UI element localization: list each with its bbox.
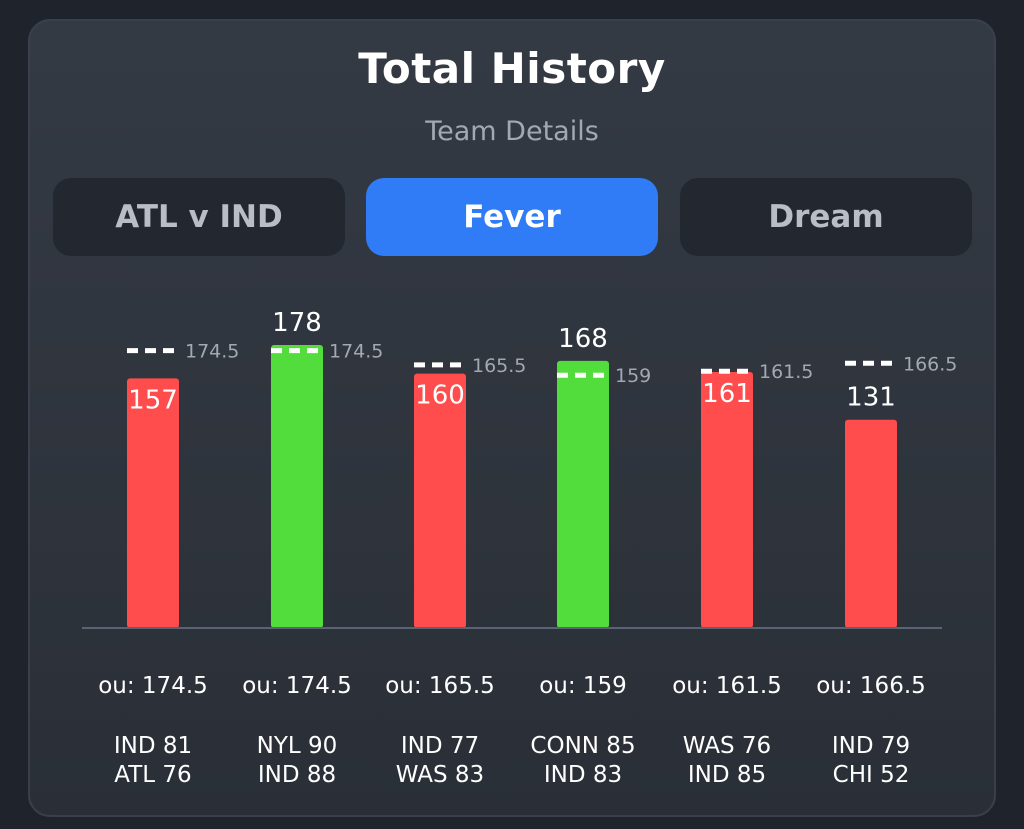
score-line-1: IND 77 xyxy=(401,733,479,759)
page-title: Total History xyxy=(358,44,666,93)
chart-bar xyxy=(557,360,609,628)
ou-line-label: 174.5 xyxy=(329,341,383,363)
score-line-2: CHI 52 xyxy=(833,762,910,788)
page-subtitle: Team Details xyxy=(425,116,599,147)
score-line-1: NYL 90 xyxy=(257,733,338,759)
ou-value-label: ou: 161.5 xyxy=(672,673,782,699)
ou-line-label: 161.5 xyxy=(759,361,813,383)
chart-bar xyxy=(845,419,897,628)
score-line-1: CONN 85 xyxy=(530,733,635,759)
ou-line-label: 165.5 xyxy=(472,355,526,377)
ou-line-label: 174.5 xyxy=(185,341,239,363)
total-history-card xyxy=(28,19,996,817)
ou-line-label: 159 xyxy=(615,365,651,387)
ou-value-label: ou: 166.5 xyxy=(816,673,926,699)
score-line-2: IND 88 xyxy=(258,762,336,788)
score-line-1: IND 81 xyxy=(114,733,192,759)
bar-value-label: 160 xyxy=(415,381,465,411)
ou-line-label: 166.5 xyxy=(903,353,957,375)
ou-value-label: ou: 174.5 xyxy=(242,673,352,699)
tab-atl-v-ind[interactable]: ATL v IND xyxy=(53,178,345,256)
score-line-1: IND 79 xyxy=(832,733,910,759)
bar-value-label: 131 xyxy=(846,383,896,413)
score-line-2: IND 85 xyxy=(688,762,766,788)
tab-fever[interactable]: Fever xyxy=(366,178,658,256)
bar-value-label: 161 xyxy=(702,379,752,409)
chart-bar xyxy=(271,345,323,628)
ou-value-label: ou: 174.5 xyxy=(98,673,208,699)
score-line-2: IND 83 xyxy=(544,762,622,788)
score-line-1: WAS 76 xyxy=(683,733,771,759)
chart-bar xyxy=(414,373,466,628)
score-line-2: WAS 83 xyxy=(396,762,484,788)
chart-bar xyxy=(127,378,179,628)
ou-value-label: ou: 165.5 xyxy=(385,673,495,699)
tab-dream[interactable]: Dream xyxy=(680,178,972,256)
score-line-2: ATL 76 xyxy=(114,762,191,788)
ou-value-label: ou: 159 xyxy=(539,673,627,699)
bar-value-label: 178 xyxy=(272,308,322,338)
bar-value-label: 157 xyxy=(128,385,178,415)
chart-bar xyxy=(701,372,753,628)
bar-value-label: 168 xyxy=(558,324,608,354)
